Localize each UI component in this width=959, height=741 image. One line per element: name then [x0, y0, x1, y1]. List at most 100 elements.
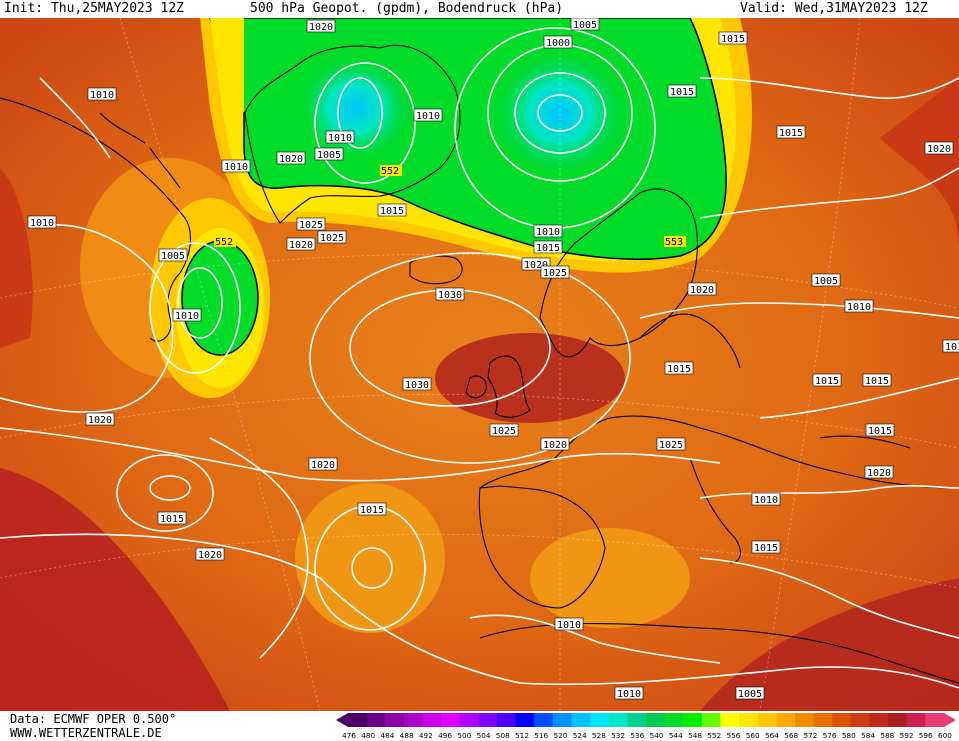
- pressure-label-box: [27, 215, 57, 229]
- pressure-label-box: [687, 282, 717, 296]
- pressure-label: 1005: [814, 276, 838, 287]
- pressure-label-box: [296, 217, 326, 231]
- pressure-label: 1020: [524, 260, 548, 271]
- legend-swatch: [664, 713, 684, 727]
- pressure-label: 1020: [311, 460, 335, 471]
- pressure-label-box: [776, 125, 806, 139]
- legend-swatch: [441, 713, 461, 727]
- pressure-label: 1010: [557, 620, 581, 631]
- legend-tick-label: 528: [592, 731, 606, 740]
- legend-tick-label: 552: [707, 731, 721, 740]
- pressure-label: 1020: [927, 144, 951, 155]
- pressure-label: 1005: [573, 20, 597, 31]
- pressure-label: 1015: [667, 364, 691, 375]
- pressure-label: 1005: [317, 150, 341, 161]
- pressure-label-box: [862, 373, 892, 387]
- legend-tick-label: 600: [938, 731, 952, 740]
- pressure-label-box: [942, 339, 959, 353]
- pressure-label-box: [735, 686, 765, 700]
- legend-tick-label: 584: [861, 731, 875, 740]
- orange-zone-atlantic: [295, 483, 445, 633]
- legend-swatch: [571, 713, 591, 727]
- legend-tick-label: 476: [342, 731, 356, 740]
- pressure-label: 1015: [721, 34, 745, 45]
- legend-swatch: [366, 713, 386, 727]
- legend-swatch: [739, 713, 759, 727]
- pressure-label-box: [864, 465, 894, 479]
- pressure-label: 1020: [543, 440, 567, 451]
- pressure-label-box: [924, 141, 954, 155]
- legend-tick-label: 596: [919, 731, 933, 740]
- pressure-label: 1025: [543, 268, 567, 279]
- legend-swatch: [776, 713, 796, 727]
- legend-tick-label: 532: [611, 731, 625, 740]
- pressure-label-box: [543, 35, 573, 49]
- pressure-label: 1015: [779, 128, 803, 139]
- pressure-label-box: [87, 87, 117, 101]
- init-time: Init: Thu,25MAY2023 12Z: [4, 1, 185, 16]
- pressure-label-box: [157, 511, 187, 525]
- legend-tick-label: 512: [515, 731, 529, 740]
- pressure-label: 1020: [289, 240, 313, 251]
- pressure-label-box: [664, 361, 694, 375]
- legend-tick-label: 480: [361, 731, 375, 740]
- legend-swatch: [478, 713, 498, 727]
- valid-time: Valid: Wed,31MAY2023 12Z: [740, 1, 928, 16]
- pressure-label: 1010: [224, 162, 248, 173]
- warm-region-east: [880, 78, 959, 248]
- legend-swatch: [385, 713, 405, 727]
- legend-tick-label: 488: [400, 731, 414, 740]
- legend-tick-label: 504: [477, 731, 491, 740]
- pressure-label-box: [540, 437, 570, 451]
- pressure-label: 1010: [90, 90, 114, 101]
- legend-swatch: [403, 713, 423, 727]
- pressure-label: 1005: [738, 689, 762, 700]
- pressure-label: 1020: [309, 22, 333, 33]
- legend-swatch: [459, 713, 479, 727]
- pressure-label-box: [614, 686, 644, 700]
- legend-swatch: [701, 713, 721, 727]
- legend-tick-label: 572: [803, 731, 817, 740]
- pressure-label-box: [221, 159, 251, 173]
- legend-swatch: [552, 713, 572, 727]
- chart-title: 500 hPa Geopot. (gpdm), Bodendruck (hPa): [250, 1, 564, 16]
- graticule: [0, 18, 959, 711]
- pressure-label-box: [844, 299, 874, 313]
- pressure-label-box: [413, 108, 443, 122]
- pressure-label-box: [314, 147, 344, 161]
- legend-swatch: [646, 713, 666, 727]
- pressure-label-box: [751, 540, 781, 554]
- pressure-label: 1030: [405, 380, 429, 391]
- pressure-label-box: [812, 373, 842, 387]
- low-core-greenland: [295, 53, 415, 163]
- pressure-label-box: [286, 237, 316, 251]
- legend-tick-label: 588: [880, 731, 894, 740]
- pressure-label: 1005: [161, 251, 185, 262]
- pressure-label-box: [357, 502, 387, 516]
- coastlines: [0, 44, 959, 684]
- legend-tick-label: 536: [630, 731, 644, 740]
- pressure-label: 1010: [617, 689, 641, 700]
- pressure-label-box: [811, 273, 841, 287]
- pressure-label-box: [656, 437, 686, 451]
- legend-tick-label: 524: [573, 731, 587, 740]
- legend-tick-label: 548: [688, 731, 702, 740]
- legend-swatch: [683, 713, 703, 727]
- pressure-label-box: [667, 84, 697, 98]
- isobars: [0, 27, 959, 689]
- legend-swatch: [813, 713, 833, 727]
- geopot-label: 552: [381, 166, 399, 177]
- pressure-label-box: [306, 19, 336, 33]
- geopot-label: 553: [665, 237, 683, 248]
- pressure-label: 1015: [815, 376, 839, 387]
- legend-arrow-right: [944, 713, 956, 727]
- pressure-label-box: [325, 130, 355, 144]
- pressure-label: 1030: [438, 290, 462, 301]
- legend-arrow-left: [336, 713, 348, 727]
- geopotential-labels: 552 552 553: [214, 165, 686, 248]
- legend-swatch: [869, 713, 889, 727]
- pressure-label-box: [172, 308, 202, 322]
- pressure-label: 1010: [754, 495, 778, 506]
- legend-swatch: [720, 713, 740, 727]
- legend-tick-label: 496: [438, 731, 452, 740]
